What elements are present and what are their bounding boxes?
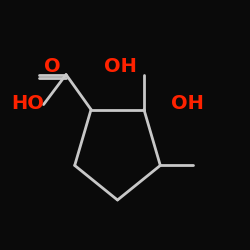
- Text: O: O: [44, 57, 61, 76]
- Text: HO: HO: [11, 94, 44, 113]
- Text: OH: OH: [171, 94, 204, 113]
- Text: OH: OH: [104, 57, 136, 76]
